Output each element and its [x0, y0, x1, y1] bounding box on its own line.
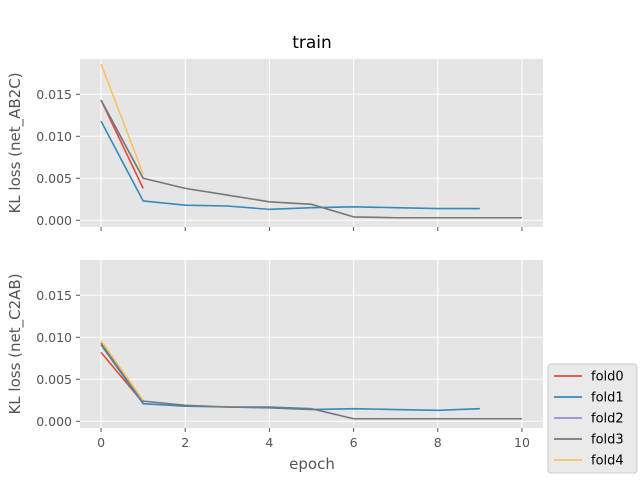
legend-label-fold0: fold0 — [591, 370, 624, 385]
bottom-x-tick-label: 8 — [434, 435, 442, 450]
bottom-x-tick-label: 10 — [514, 435, 530, 450]
chart-title: train — [292, 33, 332, 53]
bottom-y-tick-label: 0.005 — [36, 372, 72, 387]
legend-label-fold2: fold2 — [591, 412, 624, 427]
bottom-panel: 0 2 4 6 8 10 0.000 0.005 0.010 0.015 — [36, 260, 543, 450]
legend-box — [547, 363, 638, 474]
bottom-x-tick-label: 4 — [265, 435, 273, 450]
top-y-tick-label: 0.010 — [36, 129, 72, 144]
bottom-series-fold3 — [100, 342, 522, 420]
legend-label-fold3: fold3 — [591, 433, 624, 448]
top-y-axis-label: KL loss (net_AB2C) — [6, 72, 25, 213]
top-series-fold3 — [100, 99, 522, 219]
bottom-y-tick-label: 0.015 — [36, 288, 72, 303]
bottom-series-fold1 — [100, 344, 480, 412]
legend: fold0 fold1 fold2 fold3 fold4 — [547, 363, 638, 474]
bottom-series-fold4 — [100, 340, 144, 401]
bottom-x-tick-label: 0 — [97, 435, 105, 450]
top-plot-area — [80, 59, 543, 227]
top-y-tick-label: 0.015 — [36, 87, 72, 102]
legend-label-fold1: fold1 — [591, 391, 624, 406]
bottom-x-tick-label: 2 — [181, 435, 189, 450]
bottom-plot-area — [80, 260, 543, 428]
legend-label-fold4: fold4 — [591, 454, 624, 469]
top-y-tick-label: 0.000 — [36, 213, 72, 228]
top-series-fold4 — [100, 63, 144, 175]
bottom-y-tick-label: 0.010 — [36, 330, 72, 345]
bottom-y-tick-label: 0.000 — [36, 414, 72, 429]
bottom-x-tick-label: 6 — [350, 435, 358, 450]
top-panel: 0.000 0.005 0.010 0.015 — [36, 59, 543, 231]
top-y-tick-label: 0.005 — [36, 171, 72, 186]
bottom-y-axis-label: KL loss (net_C2AB) — [6, 273, 25, 414]
top-series-fold1 — [100, 120, 480, 211]
x-axis-label: epoch — [289, 455, 335, 473]
